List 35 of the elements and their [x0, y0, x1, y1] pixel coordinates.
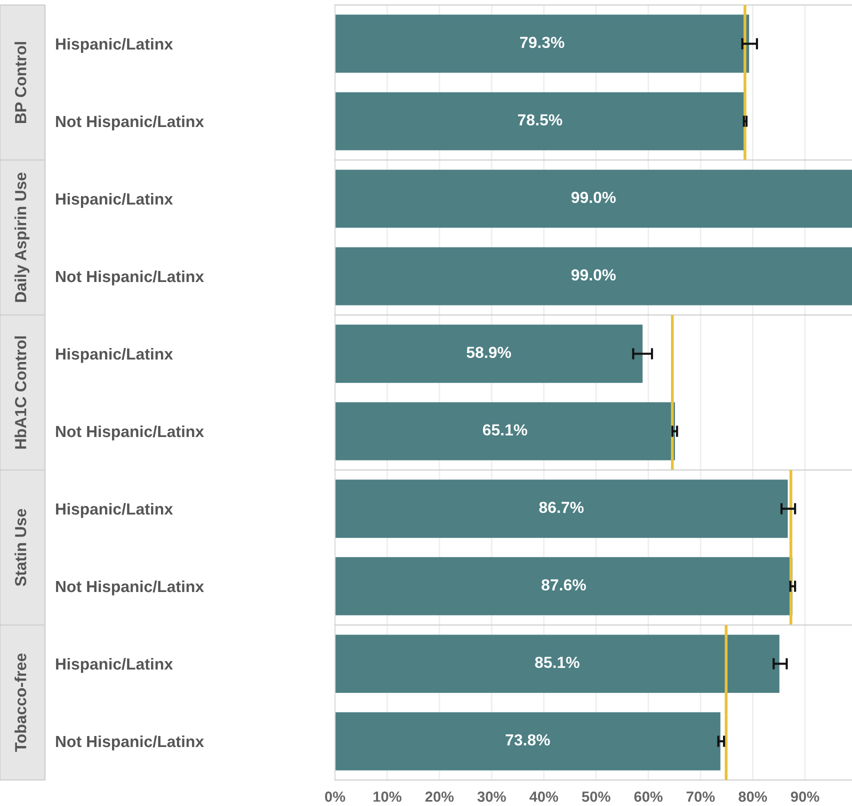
- text: Tobacco-free: [14, 653, 26, 752]
- y-tick-label: Not Hispanic/Latinx: [56, 425, 204, 440]
- y-tick-label: Not Hispanic/Latinx: [56, 580, 204, 596]
- data-label: 87.6%: [542, 579, 586, 591]
- data-label: 85.1%: [535, 656, 580, 668]
- text: BP Control: [14, 42, 26, 123]
- x-tick-label: 30%: [477, 791, 506, 802]
- x-tick-label: 80%: [738, 791, 767, 802]
- y-tick-label: Hispanic/Latinx: [56, 502, 173, 518]
- y-tick-label: Hispanic/Latinx: [56, 38, 173, 53]
- x-tick-label: 10%: [374, 791, 402, 802]
- y-tick-label: Hispanic/Latinx: [56, 192, 173, 208]
- y-tick-label: Not Hispanic/Latinx: [56, 115, 204, 130]
- x-tick-label: 90%: [790, 791, 820, 802]
- text: Statin Use: [14, 508, 26, 586]
- y-tick-label: Not Hispanic/Latinx: [56, 270, 204, 286]
- data-label: 58.9%: [466, 346, 512, 358]
- data-label: 79.3%: [520, 36, 564, 48]
- y-tick-label: Hispanic/Latinx: [56, 658, 173, 673]
- data-label: 73.8%: [506, 734, 550, 746]
- data-label: 99.0%: [571, 192, 616, 204]
- data-label: 86.7%: [539, 502, 584, 514]
- x-tick-label: 40%: [530, 791, 558, 802]
- y-tick-label: Not Hispanic/Latinx: [56, 735, 204, 750]
- x-tick-label: 0%: [325, 791, 346, 802]
- text: Daily Aspirin Use: [14, 172, 30, 302]
- y-tick-label: Hispanic/Latinx: [56, 348, 173, 363]
- text: HbA1C Control: [14, 336, 26, 449]
- x-tick-label: 50%: [582, 791, 610, 802]
- x-tick-label: 20%: [425, 791, 454, 802]
- data-label: 78.5%: [518, 114, 562, 126]
- x-tick-label: 70%: [686, 791, 715, 802]
- data-label: 65.1%: [482, 424, 528, 436]
- x-tick-label: 60%: [634, 791, 663, 802]
- data-label: 99.0%: [571, 269, 616, 281]
